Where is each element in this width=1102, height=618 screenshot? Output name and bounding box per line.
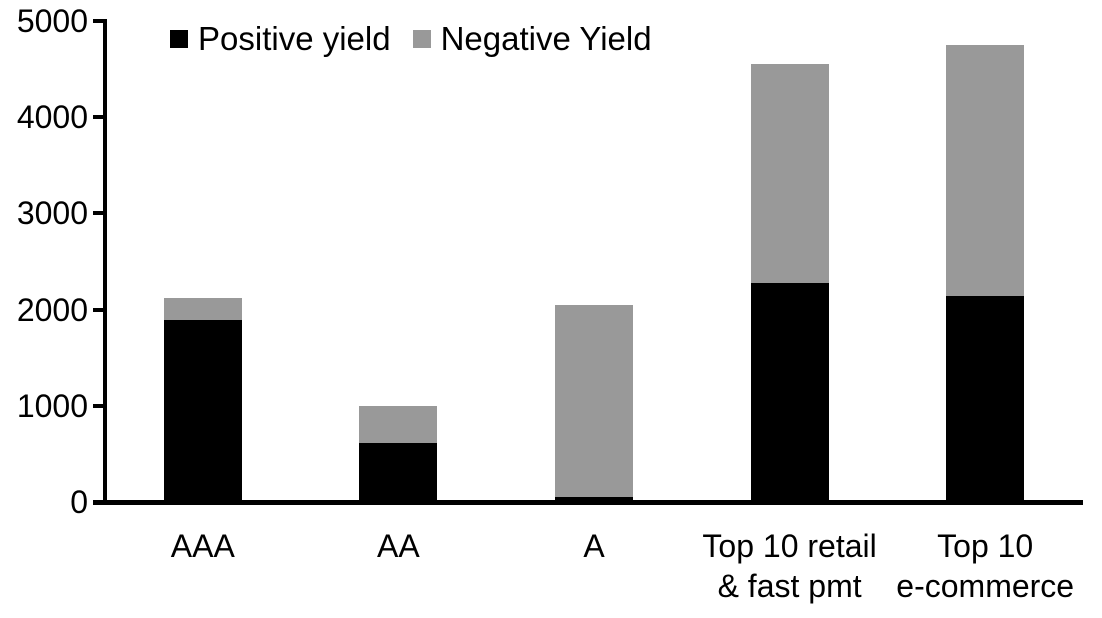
x-category-label-aaa: AAA [170, 528, 235, 564]
bar-top-10-positive-yield [946, 296, 1025, 502]
bar-aaa-negative-yield [163, 298, 242, 321]
x-category-label-top-10: Top 10 e-commerce [896, 528, 1075, 604]
y-axis-line [103, 19, 107, 505]
x-category-label-a: A [583, 528, 605, 564]
bar-top-10-negative-yield [946, 45, 1025, 297]
legend-label-positive-yield: Positive yield [198, 20, 391, 57]
legend: Positive yield Negative Yield [170, 21, 652, 57]
y-tick-mark-1000 [93, 403, 105, 408]
x-axis-line [93, 500, 1083, 505]
y-tick-mark-5000 [93, 19, 105, 23]
bar-aa-negative-yield [359, 405, 438, 443]
legend-item-positive-yield: Positive yield [170, 21, 391, 57]
y-tick-label-1000: 1000 [16, 387, 88, 424]
bar-aa-positive-yield [359, 442, 438, 502]
x-category-label-aa: AA [377, 528, 420, 564]
legend-item-negative-yield: Negative Yield [412, 20, 652, 57]
y-tick-label-3000: 3000 [16, 195, 88, 232]
bar-a-negative-yield [555, 304, 633, 498]
bar-top-10-retail-positive-yield [750, 282, 829, 502]
y-tick-label-2000: 2000 [16, 291, 88, 328]
bar-aaa-positive-yield [163, 320, 242, 502]
bar-a-positive-yield [555, 497, 633, 502]
y-tick-label-0: 0 [70, 484, 88, 520]
legend-label-negative-yield: Negative Yield [440, 20, 652, 57]
bar-top-10-retail-negative-yield [750, 64, 829, 283]
y-tick-mark-2000 [93, 307, 105, 312]
y-tick-label-4000: 4000 [16, 99, 88, 136]
y-tick-mark-4000 [93, 115, 105, 120]
negative-yield-swatch-icon [412, 30, 431, 48]
y-tick-mark-3000 [93, 211, 105, 216]
x-category-label-top-10-retail: Top 10 retail & fast pmt [702, 528, 877, 604]
y-tick-label-5000: 5000 [16, 3, 88, 39]
positive-yield-swatch-icon [170, 30, 188, 48]
